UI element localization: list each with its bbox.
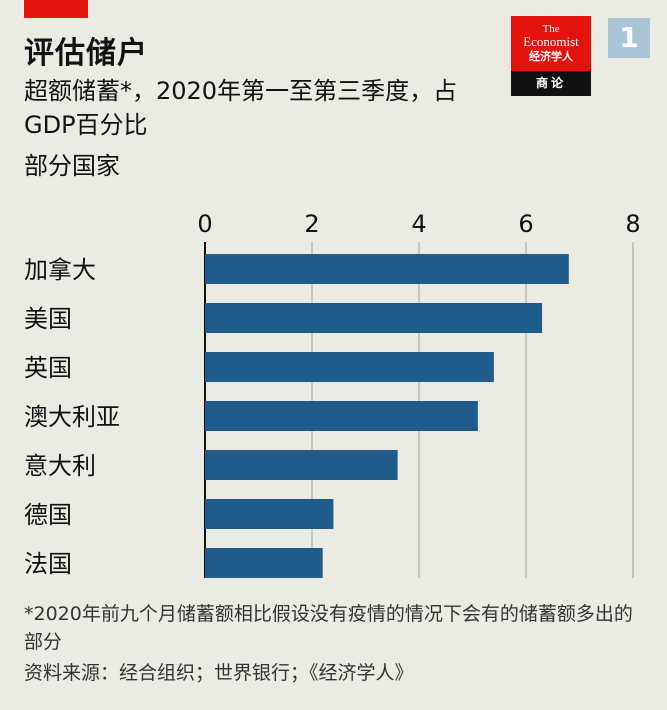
category-label: 澳大利亚 — [24, 403, 120, 431]
x-tick-label: 0 — [197, 210, 212, 238]
economist-logo: The Economist 经济学人 商论 — [511, 16, 591, 96]
bar — [205, 499, 334, 529]
logo-text-economist: Economist — [523, 34, 579, 49]
chart-title: 评估储户 — [24, 36, 148, 71]
logo-text-chinese: 经济学人 — [529, 50, 573, 63]
footnote: *2020年前九个月储蓄额相比假设没有疫情的情况下会有的储蓄额多出的部分 — [24, 603, 633, 653]
category-label: 德国 — [24, 501, 72, 529]
logo-text-shanglun: 商论 — [511, 71, 591, 96]
top-red-accent — [24, 0, 88, 18]
page-number-badge: 1 — [608, 18, 650, 58]
category-label: 法国 — [24, 550, 72, 578]
bars — [205, 254, 569, 578]
bar — [205, 303, 543, 333]
chart-subtitle: 超额储蓄*，2020年第一至第三季度，占GDP百分比 — [24, 77, 458, 139]
x-tick-label: 8 — [625, 210, 640, 238]
logo-text-the: The — [542, 23, 560, 35]
source-note: 资料来源：经合组织；世界银行；《经济学人》 — [24, 662, 414, 684]
bar — [205, 401, 478, 431]
bar — [205, 450, 398, 480]
category-label: 加拿大 — [24, 256, 96, 284]
bar — [205, 548, 323, 578]
category-label: 意大利 — [24, 452, 96, 480]
x-tick-label: 6 — [518, 210, 533, 238]
x-tick-label: 2 — [304, 210, 319, 238]
category-label: 英国 — [24, 354, 72, 382]
logo-red-block: The Economist 经济学人 — [511, 16, 591, 71]
bar — [205, 254, 569, 284]
category-label: 美国 — [24, 305, 72, 333]
bar — [205, 352, 494, 382]
chart-unit-label: 部分国家 — [24, 152, 120, 180]
x-tick-labels: 0 2 4 6 8 — [197, 210, 640, 238]
x-tick-label: 4 — [411, 210, 426, 238]
